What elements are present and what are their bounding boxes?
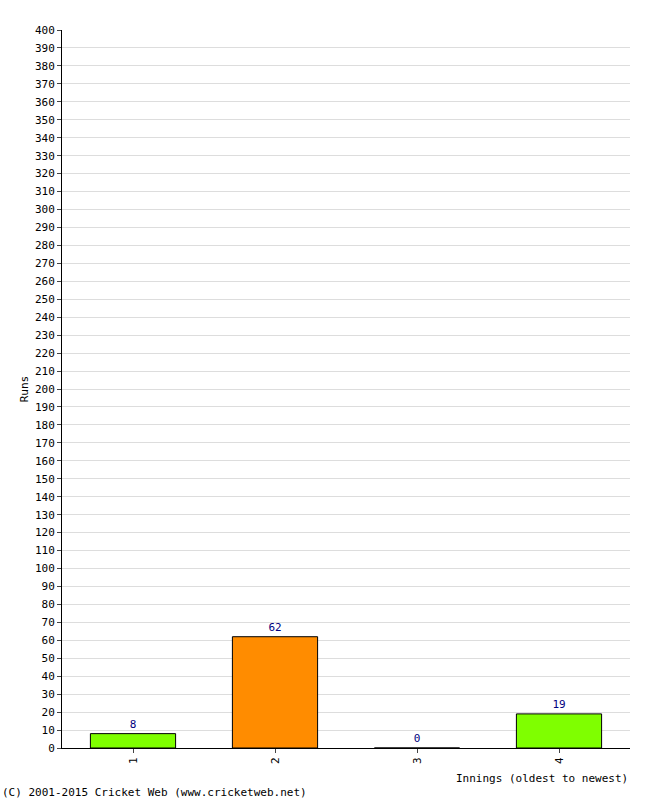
svg-text:320: 320	[35, 167, 55, 180]
svg-text:270: 270	[35, 257, 55, 270]
svg-text:370: 370	[35, 78, 55, 91]
svg-text:400: 400	[35, 24, 55, 37]
svg-text:(C) 2001-2015 Cricket Web (www: (C) 2001-2015 Cricket Web (www.cricketwe…	[2, 786, 307, 799]
svg-text:110: 110	[35, 544, 55, 557]
svg-text:230: 230	[35, 329, 55, 342]
svg-text:30: 30	[42, 688, 55, 701]
svg-text:19: 19	[552, 698, 565, 711]
svg-text:20: 20	[42, 706, 55, 719]
svg-text:250: 250	[35, 293, 55, 306]
svg-text:210: 210	[35, 365, 55, 378]
svg-text:220: 220	[35, 347, 55, 360]
svg-text:280: 280	[35, 239, 55, 252]
svg-text:62: 62	[268, 621, 281, 634]
svg-text:70: 70	[42, 616, 55, 629]
svg-text:60: 60	[42, 634, 55, 647]
svg-text:0: 0	[414, 732, 421, 745]
svg-text:140: 140	[35, 491, 55, 504]
svg-text:130: 130	[35, 509, 55, 522]
svg-text:1: 1	[127, 757, 140, 764]
svg-text:310: 310	[35, 185, 55, 198]
svg-text:180: 180	[35, 419, 55, 432]
svg-text:170: 170	[35, 437, 55, 450]
svg-text:260: 260	[35, 275, 55, 288]
svg-text:120: 120	[35, 526, 55, 539]
svg-text:8: 8	[130, 718, 137, 731]
svg-text:4: 4	[553, 757, 566, 764]
svg-text:160: 160	[35, 455, 55, 468]
svg-text:80: 80	[42, 598, 55, 611]
svg-text:50: 50	[42, 652, 55, 665]
svg-text:0: 0	[48, 742, 55, 755]
svg-text:290: 290	[35, 221, 55, 234]
svg-text:Runs: Runs	[18, 376, 31, 403]
svg-text:3: 3	[411, 757, 424, 764]
svg-text:40: 40	[42, 670, 55, 683]
svg-text:390: 390	[35, 42, 55, 55]
svg-text:Innings (oldest to newest): Innings (oldest to newest)	[456, 772, 628, 785]
svg-text:330: 330	[35, 150, 55, 163]
svg-text:90: 90	[42, 580, 55, 593]
svg-text:240: 240	[35, 311, 55, 324]
svg-text:10: 10	[42, 724, 55, 737]
svg-text:100: 100	[35, 562, 55, 575]
svg-text:350: 350	[35, 114, 55, 127]
svg-text:360: 360	[35, 96, 55, 109]
svg-text:2: 2	[269, 757, 282, 764]
svg-text:340: 340	[35, 132, 55, 145]
svg-text:380: 380	[35, 60, 55, 73]
svg-text:190: 190	[35, 401, 55, 414]
svg-text:300: 300	[35, 203, 55, 216]
svg-text:200: 200	[35, 383, 55, 396]
svg-text:150: 150	[35, 473, 55, 486]
